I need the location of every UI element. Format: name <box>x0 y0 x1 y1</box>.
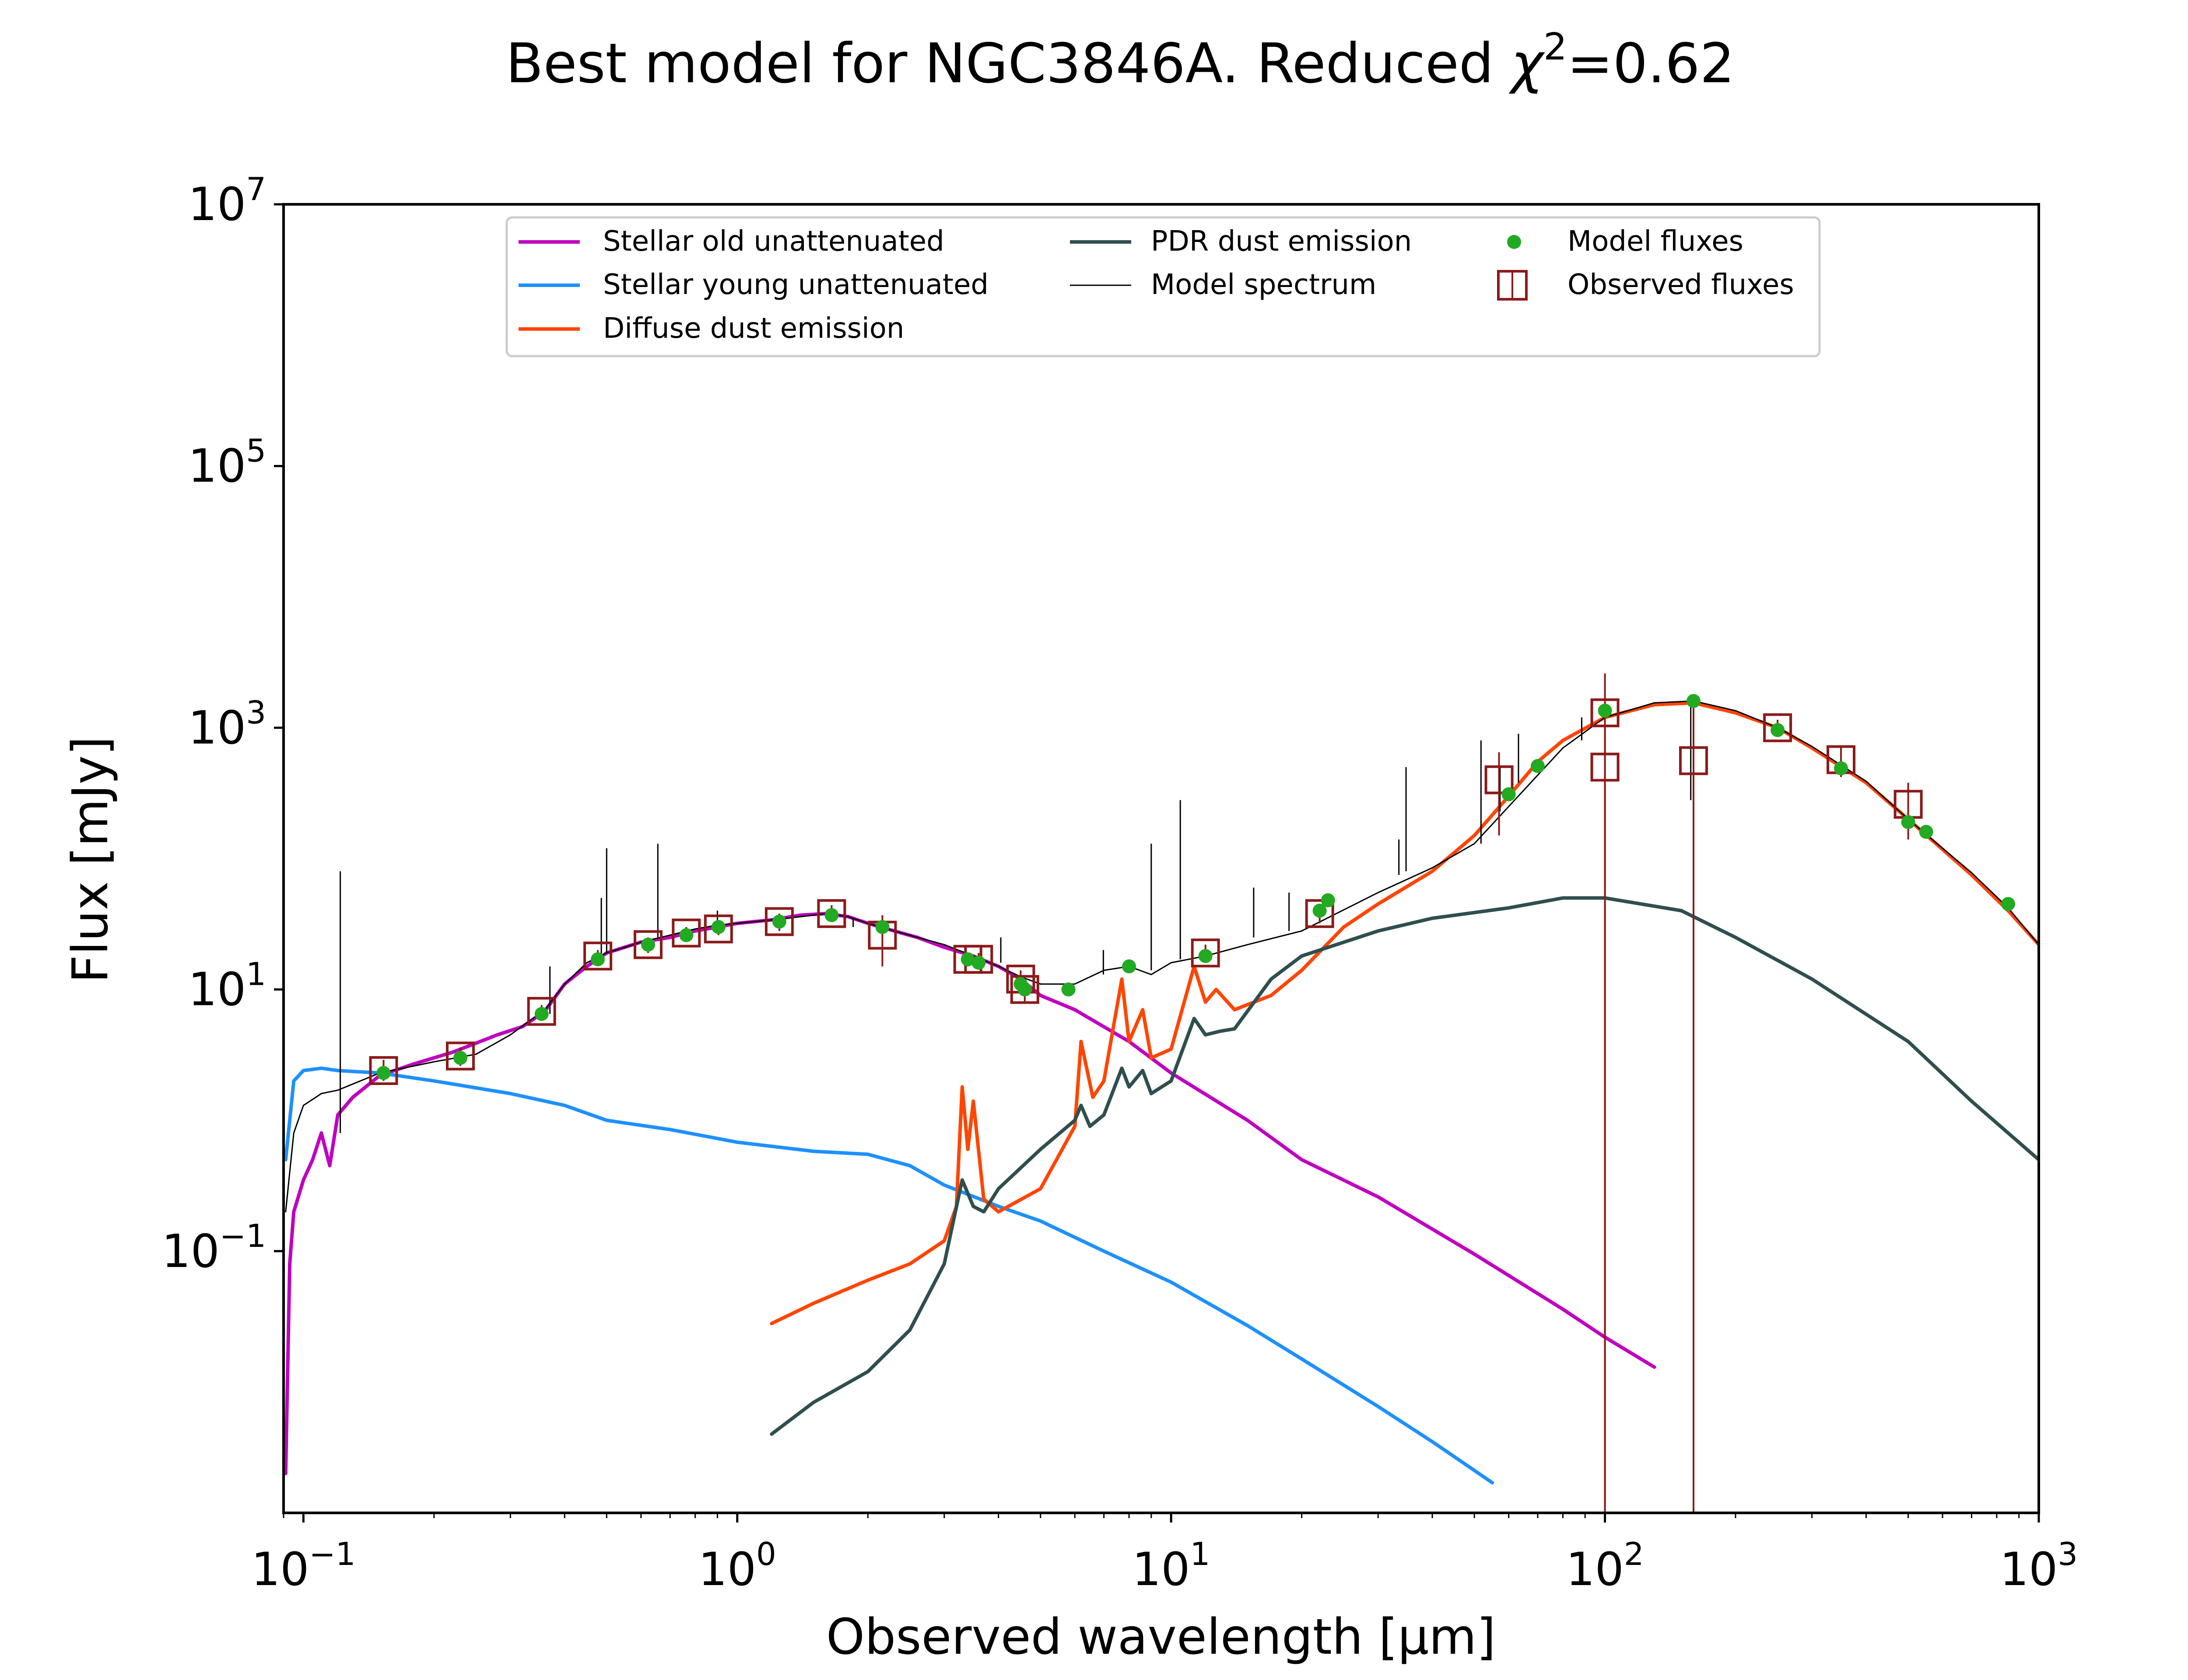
x-tick-label-0: 10−1 <box>251 1536 355 1596</box>
observed-flux-marker-7 <box>764 907 794 936</box>
model-flux-point-20 <box>1531 759 1545 773</box>
model-flux-point-21 <box>1598 704 1612 718</box>
model-flux-point-6 <box>711 920 726 934</box>
model-flux-point-15 <box>1122 959 1136 973</box>
legend-label-model-fluxes: Model fluxes <box>1567 225 1743 258</box>
legend: Stellar old unattenuated Stellar young u… <box>505 216 1821 357</box>
chart-title: Best model for NGC3846A. Reduced χ2=0.62 <box>506 25 1735 95</box>
observed-flux-marker-1 <box>446 1041 475 1071</box>
model-flux-point-4 <box>641 938 655 952</box>
observed-flux-marker-14 <box>1191 938 1220 968</box>
model-flux-point-19 <box>1501 787 1516 802</box>
model-flux-point-0 <box>376 1066 391 1080</box>
observed-flux-marker-16 <box>1484 765 1514 794</box>
model-flux-point-8 <box>824 908 839 922</box>
observed-flux-marker-15 <box>1305 899 1334 928</box>
series-line-stellar-young-unattenuated <box>284 1066 1494 1485</box>
y-tick-label-1: 101 <box>188 956 266 1016</box>
series-line-diffuse-dust-emission <box>770 701 2039 1326</box>
legend-label-model-spectrum: Model spectrum <box>1151 269 1376 301</box>
model-flux-point-22 <box>1687 694 1701 708</box>
axis-ticks: 10−1 100 101 102 103 10−1 101 103 105 107 <box>162 171 2078 1596</box>
observed-flux-marker-17 <box>1590 698 1620 728</box>
y-tick-label-3: 105 <box>188 432 266 493</box>
observed-flux-marker-18 <box>1590 752 1620 782</box>
y-tick-label-4: 107 <box>188 171 266 231</box>
observed-flux-marker-19 <box>1679 746 1708 775</box>
legend-label-pdr-dust: PDR dust emission <box>1151 225 1412 258</box>
model-flux-point-24 <box>1834 761 1848 776</box>
observed-flux-marker-2 <box>527 997 556 1026</box>
observed-flux-marker-3 <box>583 942 613 971</box>
observed-flux-marker-5 <box>672 918 701 948</box>
legend-label-diffuse-dust: Diffuse dust emission <box>603 312 904 345</box>
y-tick-label-0: 10−1 <box>162 1218 266 1278</box>
x-tick-label-4: 103 <box>2000 1536 2078 1596</box>
observed-flux-marker-6 <box>704 914 733 944</box>
legend-swatch-model-fluxes <box>1507 235 1521 249</box>
model-flux-point-9 <box>875 920 890 934</box>
x-tick-label-3: 102 <box>1566 1536 1644 1596</box>
observed-flux-marker-20 <box>1763 713 1792 742</box>
model-flux-point-1 <box>453 1051 467 1065</box>
legend-label-observed-fluxes: Observed fluxes <box>1567 269 1794 301</box>
x-axis-label: Observed wavelength [μm] <box>826 1609 1496 1666</box>
model-flux-point-27 <box>2001 897 2015 911</box>
series-line-pdr-dust-emission <box>770 896 2039 1436</box>
legend-box <box>505 216 1821 357</box>
observed-flux-marker-8 <box>817 899 846 928</box>
model-flux-point-10 <box>961 952 975 966</box>
model-flux-point-3 <box>591 952 605 966</box>
x-tick-label-1: 100 <box>698 1536 776 1596</box>
model-flux-point-23 <box>1771 723 1785 737</box>
model-flux-point-26 <box>1919 825 1933 839</box>
model-flux-point-11 <box>971 956 986 970</box>
y-tick-label-2: 103 <box>188 694 266 754</box>
model-flux-point-14 <box>1061 982 1076 997</box>
plot-frame <box>282 203 2040 1514</box>
model-flux-point-2 <box>534 1007 549 1021</box>
x-tick-label-2: 101 <box>1132 1536 1210 1596</box>
observed-flux-marker-4 <box>634 930 663 959</box>
model-flux-point-7 <box>772 914 786 929</box>
observed-flux-marker-13 <box>1010 975 1039 1004</box>
legend-label-stellar-old: Stellar old unattenuated <box>603 225 944 258</box>
model-flux-point-17 <box>1312 903 1327 918</box>
legend-label-stellar-young: Stellar young unattenuated <box>603 269 989 301</box>
model-flux-point-13 <box>1017 982 1032 997</box>
observed-flux-marker-0 <box>369 1056 398 1085</box>
plot-area <box>284 673 2039 1513</box>
model-flux-point-18 <box>1321 893 1335 907</box>
model-flux-point-5 <box>679 928 694 942</box>
model-flux-point-16 <box>1198 949 1213 963</box>
model-flux-point-25 <box>1901 815 1915 830</box>
y-axis-label: Flux [mJy] <box>62 736 119 983</box>
